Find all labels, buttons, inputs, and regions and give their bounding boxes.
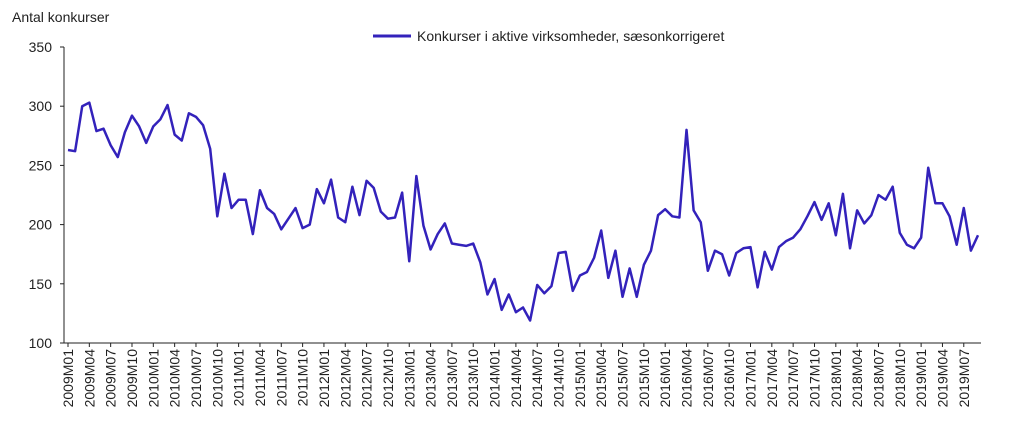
- x-tick-label: 2018M07: [870, 349, 886, 408]
- x-tick-label: 2012M04: [337, 349, 353, 408]
- x-tick-label: 2013M04: [423, 349, 439, 408]
- y-axis-title: Antal konkurser: [12, 9, 110, 25]
- x-tick-label: 2009M04: [81, 349, 97, 408]
- x-tick-label: 2018M01: [828, 349, 844, 408]
- x-tick-label: 2019M07: [956, 349, 972, 408]
- x-tick-label: 2013M07: [444, 349, 460, 408]
- x-tick-label: 2014M04: [508, 349, 524, 408]
- x-tick-label: 2019M01: [913, 349, 929, 408]
- x-tick-label: 2017M10: [806, 349, 822, 408]
- x-tick-label: 2011M01: [231, 349, 247, 407]
- y-tick-label: 250: [29, 157, 53, 173]
- x-tick-label: 2015M10: [636, 349, 652, 408]
- x-tick-label: 2017M01: [743, 349, 759, 408]
- x-tick-label: 2012M07: [359, 349, 375, 408]
- x-tick-label: 2009M10: [124, 349, 140, 408]
- x-tick-label: 2016M01: [657, 349, 673, 408]
- x-tick-label: 2018M04: [849, 349, 865, 408]
- x-tick-label: 2014M01: [487, 349, 503, 408]
- legend-label: Konkurser i aktive virksomheder, sæsonko…: [417, 28, 724, 44]
- y-tick-label: 200: [29, 217, 53, 233]
- y-tick-label: 100: [29, 335, 53, 351]
- line-series: [67, 101, 980, 322]
- x-tick-label: 2010M07: [188, 349, 204, 408]
- x-tick-label: 2016M10: [721, 349, 737, 408]
- x-tick-label: 2012M01: [316, 349, 332, 408]
- x-tick-label: 2015M01: [572, 349, 588, 408]
- x-tick-label: 2010M04: [167, 349, 183, 408]
- x-tick-label: 2018M10: [892, 349, 908, 408]
- x-tick-label: 2019M04: [934, 349, 950, 408]
- y-tick-label: 350: [29, 39, 53, 55]
- x-tick-label: 2011M10: [295, 349, 311, 407]
- x-tick-label: 2010M01: [145, 349, 161, 408]
- x-tick-label: 2014M07: [529, 349, 545, 408]
- x-tick-label: 2012M10: [380, 349, 396, 408]
- x-tick-label: 2010M10: [209, 349, 225, 408]
- x-tick-label: 2013M01: [401, 349, 417, 408]
- x-tick-label: 2015M07: [615, 349, 631, 408]
- x-tick-label: 2016M04: [679, 349, 695, 408]
- x-tick-label: 2009M07: [103, 349, 119, 408]
- x-tick-label: 2017M07: [785, 349, 801, 408]
- x-tick-label: 2011M07: [273, 349, 289, 407]
- x-tick-label: 2017M04: [764, 349, 780, 408]
- x-tick-label: 2016M07: [700, 349, 716, 408]
- x-tick-label: 2011M04: [252, 349, 268, 407]
- y-tick-label: 150: [29, 276, 53, 292]
- y-tick-label: 300: [29, 98, 53, 114]
- x-tick-label: 2014M10: [551, 349, 567, 408]
- x-tick-label: 2015M04: [593, 349, 609, 408]
- x-tick-label: 2009M01: [60, 349, 76, 408]
- x-tick-label: 2013M10: [465, 349, 481, 408]
